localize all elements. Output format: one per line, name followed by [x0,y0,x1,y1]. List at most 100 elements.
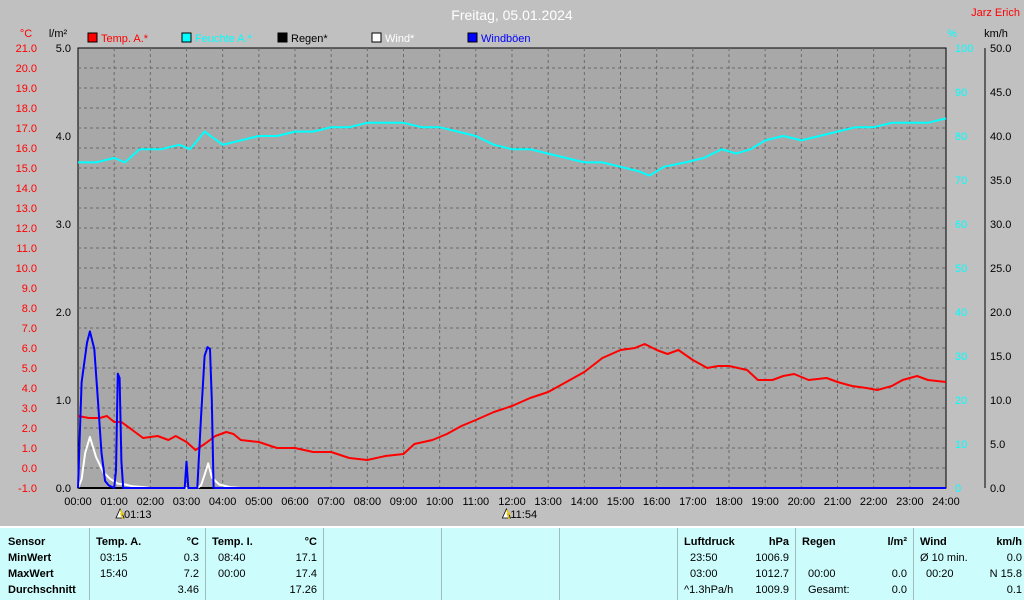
wind-tick-label: 0.0 [990,483,1005,495]
time-tick-label: 05:00 [245,496,273,508]
wind-tick-label: 10.0 [990,395,1011,407]
stats-rain-max-time: 00:00 [808,568,836,580]
stats-rain-header: Regen [802,536,836,548]
wind-tick-label: 15.0 [990,351,1011,363]
stats-temp-a-unit: °C [186,536,199,548]
stats-pressure-unit: hPa [768,536,789,548]
time-tick-label: 23:00 [896,496,924,508]
wind-tick-label: 30.0 [990,219,1011,231]
humidity-tick-label: 90 [955,87,967,99]
stats-wind-max-time: 00:20 [926,568,954,580]
stats-wind-avg-value: 0.1 [1006,584,1022,596]
temp-tick-label: 20.0 [16,63,37,75]
series-line [78,117,947,177]
rain-tick-label: 1.0 [56,395,71,407]
temp-tick-label: 6.0 [22,343,37,355]
stats-rain-total-value: 0.0 [891,584,907,596]
stats-pressure-min-value: 1006.9 [755,552,789,564]
stats-col-wind: Wind km/h Ø 10 min. 0.0 00:20 N 15.8 0.1 [914,528,1024,600]
sun-marker-label: 01:13 [124,509,152,521]
time-tick-label: 14:00 [571,496,599,508]
time-tick-label: 01:00 [100,496,128,508]
chart-title: Freitag, 05.01.2024 [451,7,573,23]
unit-rain: l/m² [49,28,68,40]
humidity-tick-label: 30 [955,351,967,363]
wind-tick-label: 5.0 [990,439,1005,451]
legend-swatch [181,32,192,43]
time-tick-label: 10:00 [426,496,454,508]
time-tick-label: 13:00 [534,496,562,508]
time-tick-label: 16:00 [643,496,671,508]
humidity-tick-label: 10 [955,439,967,451]
time-tick-label: 18:00 [715,496,743,508]
unit-temp: °C [20,28,32,40]
stats-col-empty-3 [560,528,678,600]
temp-tick-label: 14.0 [16,183,37,195]
time-tick-label: 03:00 [173,496,201,508]
temp-tick-label: 4.0 [22,383,37,395]
stats-pressure-header: Luftdruck [684,536,735,548]
stats-temp-i-max-time: 00:00 [218,568,246,580]
temp-tick-label: 17.0 [16,123,37,135]
wind-tick-label: 20.0 [990,307,1011,319]
stats-wind-header: Wind [920,536,947,548]
stats-col-rain: Regen l/m² 00:00 0.0 Gesamt: 0.0 [796,528,914,600]
stats-sensor-min: MinWert [8,552,52,564]
lightning-icon [119,509,125,520]
rain-tick-label: 0.0 [56,483,71,495]
humidity-tick-label: 50 [955,263,967,275]
temp-tick-label: 12.0 [16,223,37,235]
time-tick-label: 11:00 [462,496,489,508]
series-line [77,343,947,461]
stats-temp-a-avg-value: 3.46 [177,584,199,596]
temp-tick-label: 18.0 [16,103,37,115]
series-group [77,117,947,489]
legend-label: Windböen [481,33,531,45]
legend-swatch [277,32,288,43]
time-tick-label: 07:00 [317,496,345,508]
rain-tick-label: 4.0 [56,131,71,143]
humidity-tick-label: 20 [955,395,967,407]
time-tick-label: 15:00 [607,496,635,508]
wind-tick-label: 50.0 [990,43,1011,55]
humidity-tick-label: 70 [955,175,967,187]
author-label: Jarz Erich [971,7,1020,19]
stats-temp-i-min-value: 17.1 [295,552,317,564]
time-tick-label: 22:00 [860,496,888,508]
time-tick-label: 12:00 [498,496,526,508]
stats-col-empty-2 [442,528,560,600]
temp-tick-label: 7.0 [22,323,37,335]
legend-swatch [467,32,478,43]
wind-tick-label: 25.0 [990,263,1011,275]
series-line [77,330,946,489]
temp-tick-label: 9.0 [22,283,37,295]
time-tick-label: 02:00 [137,496,165,508]
axes: -1.0 0.0 1.0 2.0 3.0 4.0 5.0 6.0 7.0 8.0 9.0 10.0 11… [16,43,1012,508]
legend-label: Temp. A.* [101,33,149,45]
humidity-tick-label: 0 [955,483,961,495]
stats-temp-i-min-time: 08:40 [218,552,246,564]
temp-tick-label: 2.0 [22,423,37,435]
stats-temp-a-max-value: 7.2 [183,568,199,580]
rain-tick-label: 2.0 [56,307,71,319]
time-tick-label: 06:00 [281,496,309,508]
stats-col-temp-i: Temp. I. °C 08:40 17.1 00:00 17.4 17.26 [206,528,324,600]
stats-temp-a-max-time: 15:40 [100,568,128,580]
stats-rain-max-value: 0.0 [891,568,907,580]
temp-tick-label: 1.0 [22,443,37,455]
stats-temp-i-header: Temp. I. [212,536,253,548]
unit-humidity: % [947,28,957,40]
time-tick-label: 09:00 [390,496,418,508]
humidity-tick-label: 60 [955,219,967,231]
stats-sensor-max: MaxWert [8,568,54,580]
sun-marker-label: 11:54 [510,509,537,521]
time-tick-label: 17:00 [679,496,707,508]
temp-tick-label: -1.0 [18,483,37,495]
temp-tick-label: 19.0 [16,83,37,95]
time-tick-label: 08:00 [354,496,382,508]
temp-tick-label: 8.0 [22,303,37,315]
weather-chart: Freitag, 05.01.2024 Jarz Erich °C l/m² %… [16,7,1020,521]
grid [78,48,946,488]
stats-temp-a-min-time: 03:15 [100,552,128,564]
stats-pressure-trend: ^1.3hPa/h [684,584,734,596]
